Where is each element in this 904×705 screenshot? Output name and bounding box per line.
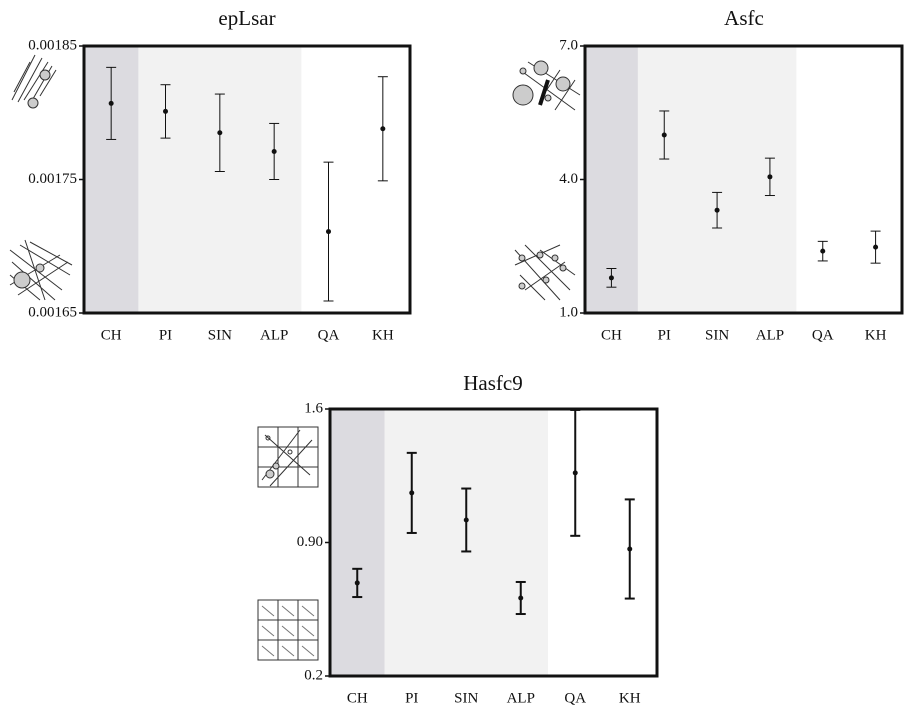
plot-frame	[583, 44, 904, 315]
panel: Asfc 1.0 4.0 7.0 CH PI SIN ALP QA KH	[559, 6, 904, 343]
texture-icon	[514, 244, 576, 301]
y-tick-label: 7.0	[559, 37, 578, 53]
mean-point	[271, 148, 277, 154]
y-tick-label: 0.00175	[28, 171, 77, 187]
background-band	[330, 409, 385, 676]
chart-title: Asfc	[724, 6, 764, 30]
mean-point	[767, 174, 773, 180]
x-tick-label: ALP	[507, 690, 535, 705]
texture-icon	[257, 426, 319, 488]
x-tick-label: QA	[812, 327, 834, 343]
x-tick-label: PI	[159, 327, 172, 343]
x-tick-label: SIN	[208, 327, 232, 343]
mean-point	[463, 517, 469, 523]
plot-frame	[82, 44, 412, 315]
background-band	[384, 409, 440, 676]
mean-point	[380, 126, 386, 132]
x-tick-label: ALP	[756, 327, 784, 343]
y-tick-label: 0.00165	[28, 304, 77, 320]
x-tick-label: PI	[405, 690, 418, 705]
background-band	[690, 46, 744, 313]
mean-point	[354, 580, 360, 586]
y-tick-label: 4.0	[559, 171, 578, 187]
mean-point	[873, 244, 879, 250]
x-tick-label: KH	[619, 690, 641, 705]
x-tick-label: QA	[318, 327, 340, 343]
plot-frame	[328, 407, 659, 678]
x-tick-label: CH	[101, 327, 122, 343]
x-tick-label: SIN	[705, 327, 729, 343]
background-band	[493, 409, 549, 676]
texture-icon	[512, 60, 581, 111]
mean-point	[627, 546, 633, 552]
y-tick-label: 0.00185	[28, 37, 77, 53]
mean-point	[714, 207, 720, 213]
x-tick-label: PI	[658, 327, 671, 343]
texture-icon	[11, 54, 57, 109]
x-tick-label: CH	[347, 690, 368, 705]
panel: epLsar 0.00165 0.00175 0.00185 CH PI SIN ALP QA K…	[28, 6, 412, 343]
background-band	[637, 46, 692, 313]
mean-point	[820, 248, 826, 254]
x-tick-label: KH	[865, 327, 887, 343]
chart-title: epLsar	[218, 6, 275, 30]
mean-point	[608, 275, 614, 281]
mean-point	[326, 229, 331, 235]
panel: Hasfc9 0.2 0.90 1.6 CH PI SIN ALP QA KH	[297, 371, 659, 705]
y-tick-label: 1.0	[559, 304, 578, 320]
background-band	[796, 46, 850, 313]
mean-point	[661, 132, 667, 138]
background-band	[192, 46, 248, 313]
x-tick-label: QA	[564, 690, 586, 705]
texture-icon	[9, 239, 73, 301]
icons	[9, 54, 581, 661]
mean-point	[163, 108, 168, 114]
x-tick-label: ALP	[260, 327, 288, 343]
background-band	[849, 46, 903, 313]
chart-title: Hasfc9	[463, 371, 522, 395]
mean-point	[409, 490, 415, 496]
y-tick-label: 1.6	[304, 400, 323, 416]
mean-point	[217, 130, 223, 136]
y-tick-label: 0.2	[304, 667, 323, 683]
x-tick-label: KH	[372, 327, 394, 343]
y-tick-label: 0.90	[297, 534, 323, 550]
mean-point	[518, 595, 524, 601]
texture-icon	[257, 599, 319, 661]
x-tick-label: CH	[601, 327, 622, 343]
mean-point	[108, 100, 114, 106]
mean-point	[572, 470, 578, 476]
x-tick-label: SIN	[454, 690, 478, 705]
